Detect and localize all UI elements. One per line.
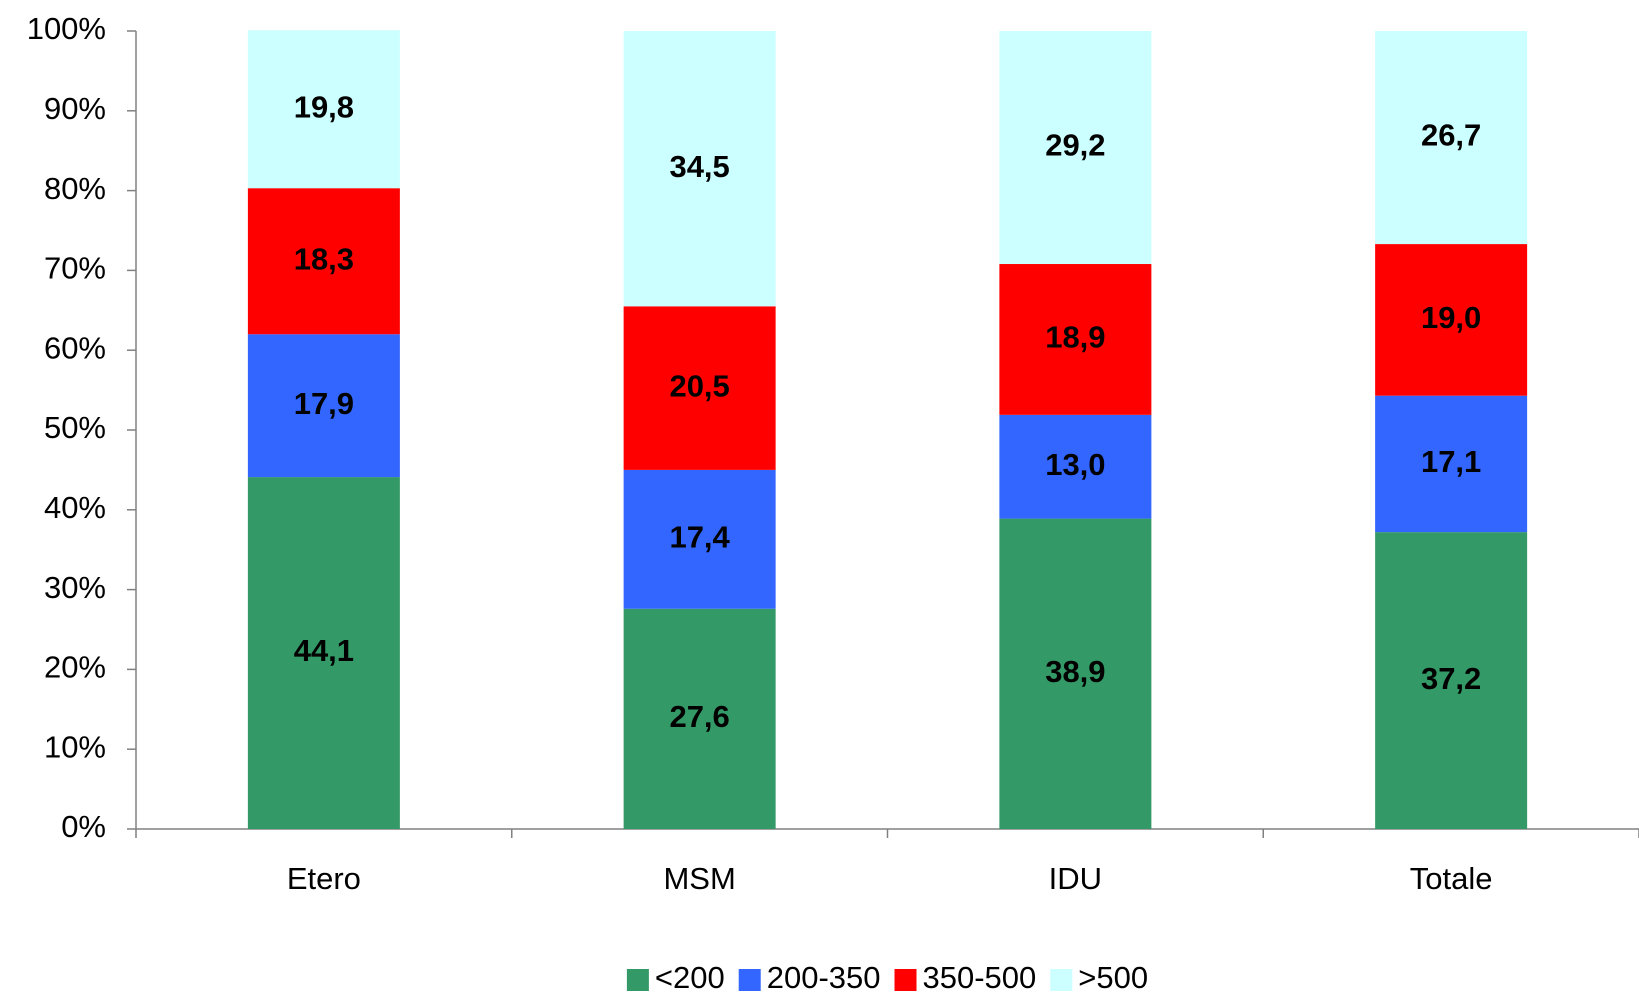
data-label: 17,9 bbox=[294, 386, 354, 421]
legend-swatch bbox=[626, 969, 649, 991]
legend-label: 200-350 bbox=[767, 960, 881, 995]
bar-segment bbox=[999, 414, 1152, 519]
data-label: 34,5 bbox=[669, 149, 729, 184]
bar-segment bbox=[247, 30, 400, 189]
bar-segment bbox=[1375, 532, 1528, 829]
y-tick-label: 100% bbox=[27, 11, 106, 46]
legend-swatch bbox=[1050, 969, 1073, 991]
data-label: 29,2 bbox=[1045, 128, 1105, 163]
x-tick-label: Totale bbox=[1410, 861, 1493, 896]
data-label: 19,8 bbox=[294, 89, 354, 124]
bar-segment bbox=[1375, 244, 1528, 396]
legend-label: >500 bbox=[1078, 960, 1148, 995]
data-label: 17,4 bbox=[669, 520, 730, 555]
x-tick-label: MSM bbox=[663, 861, 735, 896]
bar-segment bbox=[247, 477, 400, 829]
bar-segment bbox=[247, 334, 400, 478]
bar-segment bbox=[1375, 395, 1528, 533]
bar-segment bbox=[999, 518, 1152, 829]
bar-segment bbox=[623, 608, 776, 829]
data-label: 38,9 bbox=[1045, 654, 1105, 689]
data-label: 13,0 bbox=[1045, 447, 1105, 482]
legend-label: <200 bbox=[655, 960, 725, 995]
legend-swatch bbox=[738, 969, 761, 991]
bar-segment bbox=[247, 188, 400, 335]
data-label: 37,2 bbox=[1421, 661, 1481, 696]
data-label: 17,1 bbox=[1421, 444, 1481, 479]
data-label: 18,9 bbox=[1045, 320, 1105, 355]
data-label: 26,7 bbox=[1421, 118, 1481, 153]
y-tick-label: 90% bbox=[44, 91, 106, 126]
y-tick-label: 70% bbox=[44, 251, 106, 286]
bar-segment bbox=[999, 264, 1152, 415]
data-label: 44,1 bbox=[294, 633, 354, 668]
data-label: 27,6 bbox=[669, 699, 729, 734]
bar-segment bbox=[623, 306, 776, 470]
y-tick-label: 0% bbox=[61, 809, 106, 844]
y-tick-label: 80% bbox=[44, 171, 106, 206]
y-tick-label: 40% bbox=[44, 490, 106, 525]
x-tick-label: Etero bbox=[287, 861, 361, 896]
y-tick-label: 20% bbox=[44, 650, 106, 685]
y-tick-label: 50% bbox=[44, 410, 106, 445]
y-tick-label: 10% bbox=[44, 729, 106, 764]
bar-segment bbox=[623, 31, 776, 307]
y-tick-label: 30% bbox=[44, 570, 106, 605]
data-label: 18,3 bbox=[294, 241, 354, 276]
bar-segment bbox=[623, 469, 776, 609]
legend-label: 350-500 bbox=[923, 960, 1037, 995]
legend-swatch bbox=[894, 969, 917, 991]
bar-segment bbox=[999, 31, 1152, 265]
data-label: 20,5 bbox=[669, 368, 729, 403]
bar-segment bbox=[1375, 31, 1528, 245]
y-tick-label: 60% bbox=[44, 330, 106, 365]
data-label: 19,0 bbox=[1421, 300, 1481, 335]
x-tick-label: IDU bbox=[1049, 861, 1102, 896]
